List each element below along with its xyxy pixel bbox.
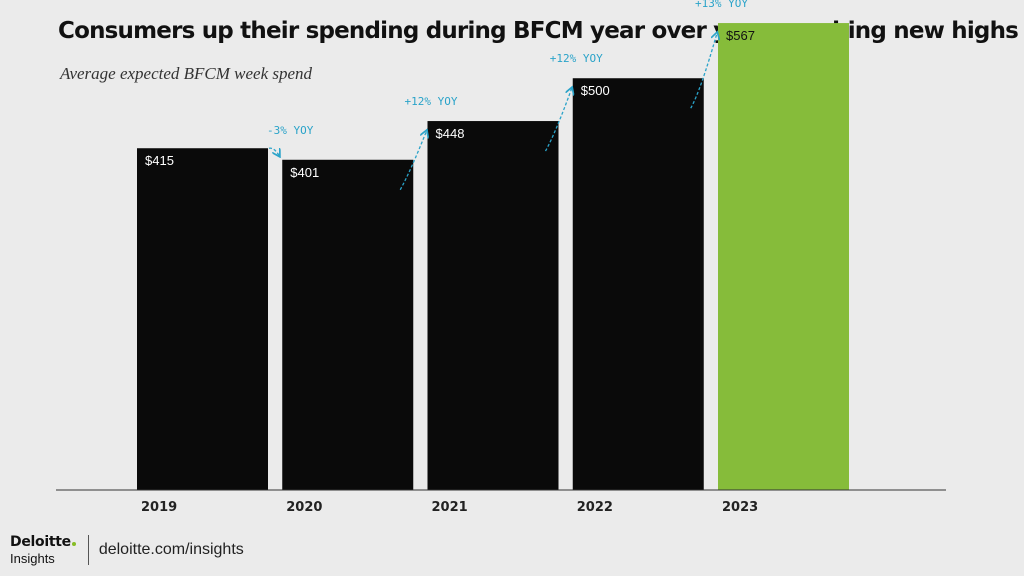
logo-sub-text: Insights: [10, 551, 55, 566]
bar-value-label-2022: $500: [581, 83, 610, 98]
x-tick-label-2019: 2019: [141, 500, 177, 515]
deloitte-insights-logo: Deloitte Insights: [10, 534, 76, 565]
yoy-annotations: -3% YOY +12% YOY +12% YOY +13% YOY: [267, 0, 748, 191]
bar-2023: [718, 23, 849, 490]
yoy-arrow-2020: [268, 147, 279, 156]
yoy-label-2020: -3% YOY: [267, 124, 314, 137]
bar-value-label-2020: $401: [290, 165, 319, 180]
x-tick-label-2022: 2022: [577, 500, 613, 515]
bar-value-label-2019: $415: [145, 153, 174, 168]
bar-2019: [137, 148, 268, 490]
yoy-arrow-2022: [544, 88, 572, 152]
bar-value-label-2023: $567: [726, 28, 755, 43]
yoy-label-2022: +12% YOY: [550, 52, 603, 65]
chart-subtitle: Average expected BFCM week spend: [60, 64, 313, 83]
x-axis-ticks: 2019 2020 2021 2022 2023: [141, 500, 758, 515]
footer-divider: [87, 534, 89, 565]
x-tick-label-2021: 2021: [432, 500, 468, 515]
bars-layer: $415 $401 $448 $500 $567: [137, 23, 849, 490]
yoy-arrow-2021: [399, 131, 426, 191]
yoy-arrow-2023: [690, 33, 717, 109]
footer-url-link[interactable]: deloitte.com/insights: [98, 540, 244, 558]
bar-2020: [282, 159, 414, 490]
x-tick-label-2023: 2023: [722, 500, 758, 515]
bar-2022: [572, 78, 704, 490]
bar-2021: [427, 121, 559, 490]
yoy-label-2021: +12% YOY: [405, 95, 458, 108]
x-tick-label-2020: 2020: [286, 500, 322, 515]
yoy-label-2023: +13% YOY: [695, 0, 748, 10]
logo-dot-icon: [71, 542, 76, 546]
chart-title: Consumers up their spending during BFCM …: [58, 18, 1019, 44]
bar-value-label-2021: $448: [436, 126, 465, 141]
logo-main-text: Deloitte: [10, 534, 71, 550]
footer: Deloitte Insights deloitte.com/insights: [10, 534, 244, 565]
logo-wordmark: Deloitte: [10, 534, 76, 550]
